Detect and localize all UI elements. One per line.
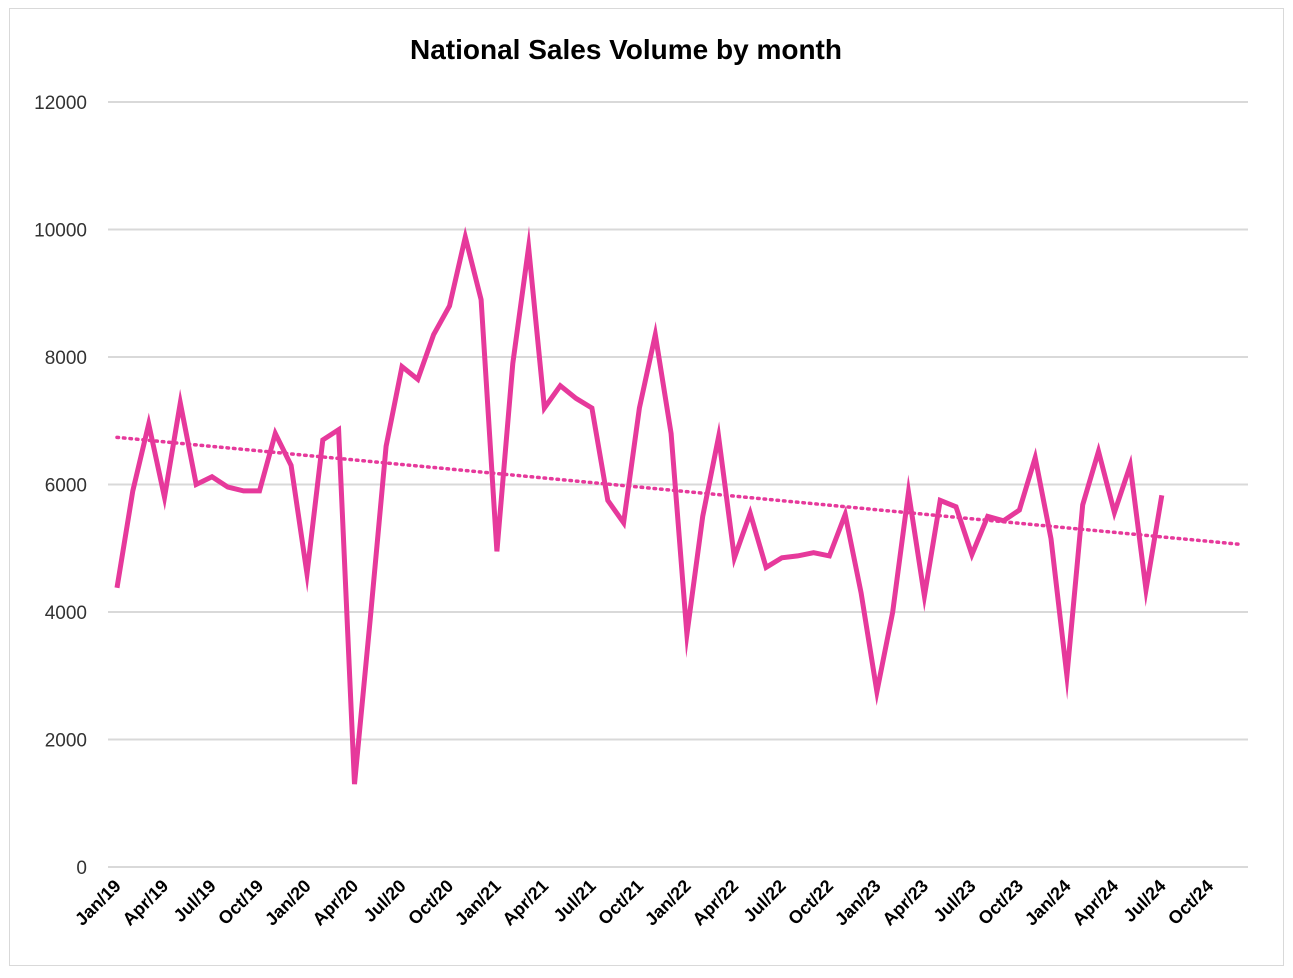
x-tick-label: Jul/19 [170,876,220,926]
x-tick-label: Jan/24 [1021,876,1075,930]
y-tick-label: 10000 [34,221,87,242]
gridlines [108,101,1248,868]
y-tick-label: 4000 [45,603,87,624]
y-tick-label: 2000 [45,731,87,752]
x-tick-label: Jan/22 [641,876,695,930]
x-tick-label: Apr/24 [1068,876,1122,930]
x-tick-label: Apr/20 [309,876,363,930]
y-tick-label: 12000 [34,93,87,114]
x-tick-label: Oct/21 [594,876,647,929]
x-tick-label: Apr/19 [119,876,173,930]
x-tick-label: Jul/24 [1119,876,1169,926]
chart-title: National Sales Volume by month [410,34,842,65]
x-tick-label: Jan/23 [831,876,885,930]
x-tick-label: Jan/19 [71,876,125,930]
y-tick-label: 6000 [45,476,87,497]
x-tick-label: Oct/20 [404,876,457,929]
y-tick-label: 8000 [45,348,87,369]
x-tick-label: Oct/22 [784,876,837,929]
x-tick-label: Jul/21 [550,876,600,926]
x-tick-label: Jul/20 [360,876,410,926]
x-tick-label: Oct/23 [974,876,1027,929]
x-tick-label: Jul/23 [929,876,979,926]
x-tick-label: Jan/20 [261,876,315,930]
x-tick-label: Oct/19 [214,876,267,929]
x-tick-label: Apr/22 [688,876,742,930]
series-line-0 [114,225,1165,785]
x-tick-label: Jul/22 [740,876,790,926]
series [114,225,1165,785]
x-axis: Jan/19Apr/19Jul/19Oct/19Jan/20Apr/20Jul/… [71,876,1217,930]
x-tick-label: Jan/21 [451,876,505,930]
x-tick-label: Apr/23 [878,876,932,930]
trendline-path [115,435,1243,547]
y-axis: 0 2000 4000 6000 8000 10000 12000 [34,93,87,879]
x-tick-label: Oct/24 [1164,876,1217,929]
y-tick-label: 0 [76,858,87,879]
x-tick-label: Apr/21 [499,876,553,930]
trendline [115,435,1243,547]
